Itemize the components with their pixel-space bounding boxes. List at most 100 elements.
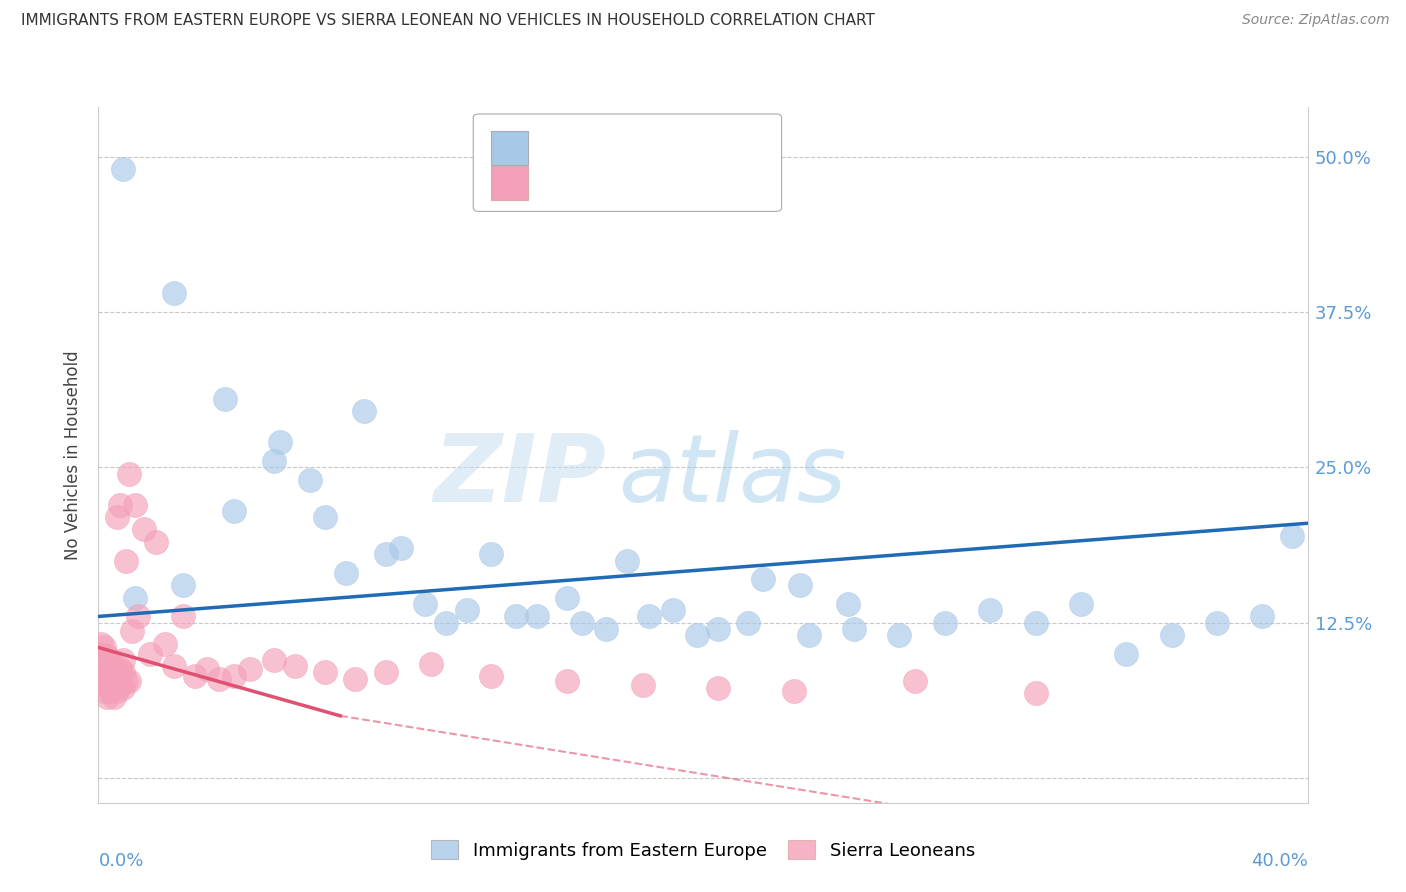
Point bbox=[1070, 597, 1092, 611]
Text: R =: R = bbox=[540, 173, 582, 192]
Point bbox=[555, 674, 578, 689]
Point bbox=[374, 665, 396, 680]
Text: Source: ZipAtlas.com: Source: ZipAtlas.com bbox=[1241, 13, 1389, 28]
Point bbox=[637, 609, 659, 624]
Point bbox=[90, 647, 112, 661]
Text: ZIP: ZIP bbox=[433, 430, 606, 522]
Point bbox=[904, 674, 927, 689]
Point bbox=[555, 591, 578, 605]
Point bbox=[100, 684, 122, 698]
Point bbox=[118, 467, 141, 481]
Point bbox=[662, 603, 685, 617]
Point bbox=[93, 657, 115, 671]
Point bbox=[208, 672, 231, 686]
Point bbox=[571, 615, 593, 630]
Point bbox=[105, 510, 128, 524]
Point bbox=[90, 637, 112, 651]
Point bbox=[707, 681, 730, 696]
Point bbox=[481, 669, 503, 683]
Point bbox=[100, 669, 122, 683]
Point bbox=[284, 659, 307, 673]
Point bbox=[505, 609, 527, 624]
Point bbox=[105, 669, 128, 683]
Legend: Immigrants from Eastern Europe, Sierra Leoneans: Immigrants from Eastern Europe, Sierra L… bbox=[423, 833, 983, 867]
Point bbox=[269, 435, 291, 450]
Point bbox=[314, 665, 336, 680]
Point bbox=[686, 628, 709, 642]
Point bbox=[797, 628, 820, 642]
Point bbox=[163, 659, 186, 673]
Y-axis label: No Vehicles in Household: No Vehicles in Household bbox=[65, 350, 83, 560]
Point bbox=[124, 498, 146, 512]
Point bbox=[837, 597, 859, 611]
Point bbox=[184, 669, 207, 683]
Text: 57: 57 bbox=[675, 173, 703, 192]
Point bbox=[1251, 609, 1274, 624]
Point bbox=[314, 510, 336, 524]
FancyBboxPatch shape bbox=[492, 131, 527, 165]
Point bbox=[111, 162, 134, 177]
Point bbox=[595, 622, 617, 636]
Text: 0.097: 0.097 bbox=[578, 136, 640, 155]
Point bbox=[103, 676, 125, 690]
Point bbox=[103, 690, 125, 705]
Point bbox=[93, 640, 115, 655]
Point bbox=[434, 615, 457, 630]
Text: N =: N = bbox=[637, 136, 681, 155]
Point bbox=[353, 404, 375, 418]
Point bbox=[616, 553, 638, 567]
Text: N =: N = bbox=[637, 173, 681, 192]
Text: -0.116: -0.116 bbox=[578, 173, 648, 192]
Point bbox=[172, 609, 194, 624]
Point bbox=[108, 678, 131, 692]
Point bbox=[96, 690, 118, 705]
Text: 0.0%: 0.0% bbox=[98, 852, 143, 870]
Point bbox=[481, 547, 503, 561]
Point bbox=[737, 615, 759, 630]
Point bbox=[934, 615, 956, 630]
Point bbox=[1024, 686, 1046, 700]
Point bbox=[114, 674, 136, 689]
Point bbox=[121, 624, 143, 639]
Point bbox=[127, 609, 149, 624]
Point bbox=[844, 622, 866, 636]
Point bbox=[631, 678, 654, 692]
FancyBboxPatch shape bbox=[474, 114, 782, 211]
Point bbox=[420, 657, 443, 671]
Point bbox=[111, 681, 134, 696]
Point bbox=[526, 609, 548, 624]
Point bbox=[114, 553, 136, 567]
Point bbox=[96, 649, 118, 664]
Point bbox=[1281, 529, 1303, 543]
Point bbox=[163, 286, 186, 301]
Point bbox=[132, 523, 155, 537]
Text: atlas: atlas bbox=[619, 430, 846, 521]
Point bbox=[93, 684, 115, 698]
Point bbox=[889, 628, 911, 642]
Point bbox=[1024, 615, 1046, 630]
Point bbox=[103, 662, 125, 676]
Point bbox=[108, 498, 131, 512]
Point bbox=[239, 662, 262, 676]
Text: 40.0%: 40.0% bbox=[1251, 852, 1308, 870]
Point bbox=[413, 597, 436, 611]
Point bbox=[90, 659, 112, 673]
Point bbox=[108, 662, 131, 676]
Point bbox=[96, 662, 118, 676]
Point bbox=[224, 504, 246, 518]
Point bbox=[783, 684, 806, 698]
Point bbox=[344, 672, 367, 686]
Point bbox=[1206, 615, 1229, 630]
Point bbox=[789, 578, 811, 592]
Point bbox=[456, 603, 478, 617]
Point bbox=[299, 473, 322, 487]
Point bbox=[96, 678, 118, 692]
Point bbox=[124, 591, 146, 605]
Point bbox=[100, 654, 122, 668]
Point bbox=[139, 647, 162, 661]
Point bbox=[145, 534, 167, 549]
Point bbox=[752, 572, 775, 586]
Point bbox=[263, 454, 285, 468]
Point bbox=[389, 541, 412, 555]
Point bbox=[214, 392, 236, 406]
